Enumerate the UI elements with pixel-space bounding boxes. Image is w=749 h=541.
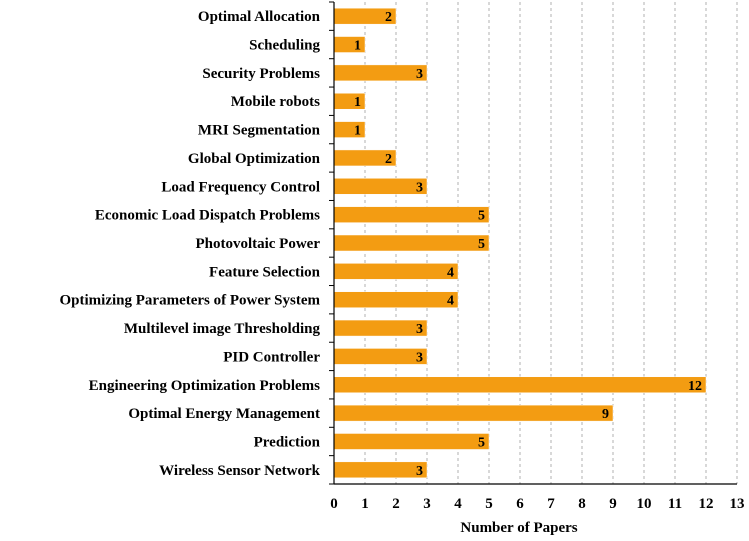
data-label: 9 <box>602 407 609 422</box>
x-tick-label: 8 <box>578 496 586 512</box>
x-tick-label: 11 <box>668 496 682 512</box>
data-label: 3 <box>416 350 423 365</box>
bar-15 <box>333 433 490 450</box>
x-tick-label: 0 <box>330 496 338 512</box>
bar-11 <box>333 319 428 337</box>
x-axis-title: Number of Papers <box>460 520 577 536</box>
x-tick-label: 9 <box>609 496 617 512</box>
data-label: 4 <box>447 265 454 280</box>
bar-9 <box>333 263 459 280</box>
data-label: 1 <box>354 124 361 139</box>
category-label: MRI Segmentation <box>198 123 321 139</box>
x-tick-label: 6 <box>516 496 524 512</box>
category-label: Optimal Energy Management <box>128 406 320 422</box>
data-label: 4 <box>447 294 454 309</box>
bar-12 <box>333 348 428 365</box>
category-label: Multilevel image Thresholding <box>124 321 321 337</box>
data-label: 3 <box>416 464 423 479</box>
bar-10 <box>333 291 459 308</box>
x-tick-label: 4 <box>454 496 462 512</box>
bar-8 <box>333 234 490 252</box>
category-label: PID Controller <box>223 349 320 365</box>
category-label: Feature Selection <box>209 264 321 280</box>
bar-7 <box>333 206 490 223</box>
category-label: Engineering Optimization Problems <box>89 378 321 394</box>
category-label: Mobile robots <box>231 94 320 110</box>
data-label: 3 <box>416 67 423 82</box>
data-label: 2 <box>385 10 392 25</box>
data-label: 12 <box>688 379 702 394</box>
x-tick-label: 13 <box>730 496 745 512</box>
data-label: 3 <box>416 180 423 195</box>
x-tick-label: 12 <box>699 496 714 512</box>
bar-13 <box>333 376 707 394</box>
category-label: Economic Load Dispatch Problems <box>95 208 320 224</box>
category-label: Wireless Sensor Network <box>159 463 320 479</box>
data-label: 3 <box>416 322 423 337</box>
category-label: Optimizing Parameters of Power System <box>60 293 321 309</box>
data-label: 5 <box>478 209 485 224</box>
axes <box>329 1 737 485</box>
category-label: Security Problems <box>202 66 320 82</box>
labels: Optimal Allocation 2 Scheduling 1 Security P… <box>60 9 745 512</box>
bars <box>333 7 707 479</box>
category-label: Scheduling <box>249 38 320 54</box>
category-label: Prediction <box>254 434 321 450</box>
x-tick-label: 7 <box>547 496 555 512</box>
bar-14 <box>333 404 614 422</box>
x-tick-label: 1 <box>361 496 369 512</box>
x-tick-label: 3 <box>423 496 431 512</box>
bar-6 <box>333 178 428 195</box>
x-tick-label: 5 <box>485 496 493 512</box>
data-label: 2 <box>385 152 392 167</box>
data-label: 1 <box>354 95 361 110</box>
x-tick-label: 10 <box>637 496 652 512</box>
data-label: 1 <box>354 39 361 54</box>
bar-16 <box>333 461 428 479</box>
data-label: 5 <box>478 237 485 252</box>
x-tick-label: 2 <box>392 496 400 512</box>
category-label: Load Frequency Control <box>161 179 320 195</box>
category-label: Photovoltaic Power <box>195 236 320 252</box>
category-label: Optimal Allocation <box>198 9 321 25</box>
bar-2 <box>333 64 428 82</box>
data-label: 5 <box>478 435 485 450</box>
category-label: Global Optimization <box>188 151 321 167</box>
